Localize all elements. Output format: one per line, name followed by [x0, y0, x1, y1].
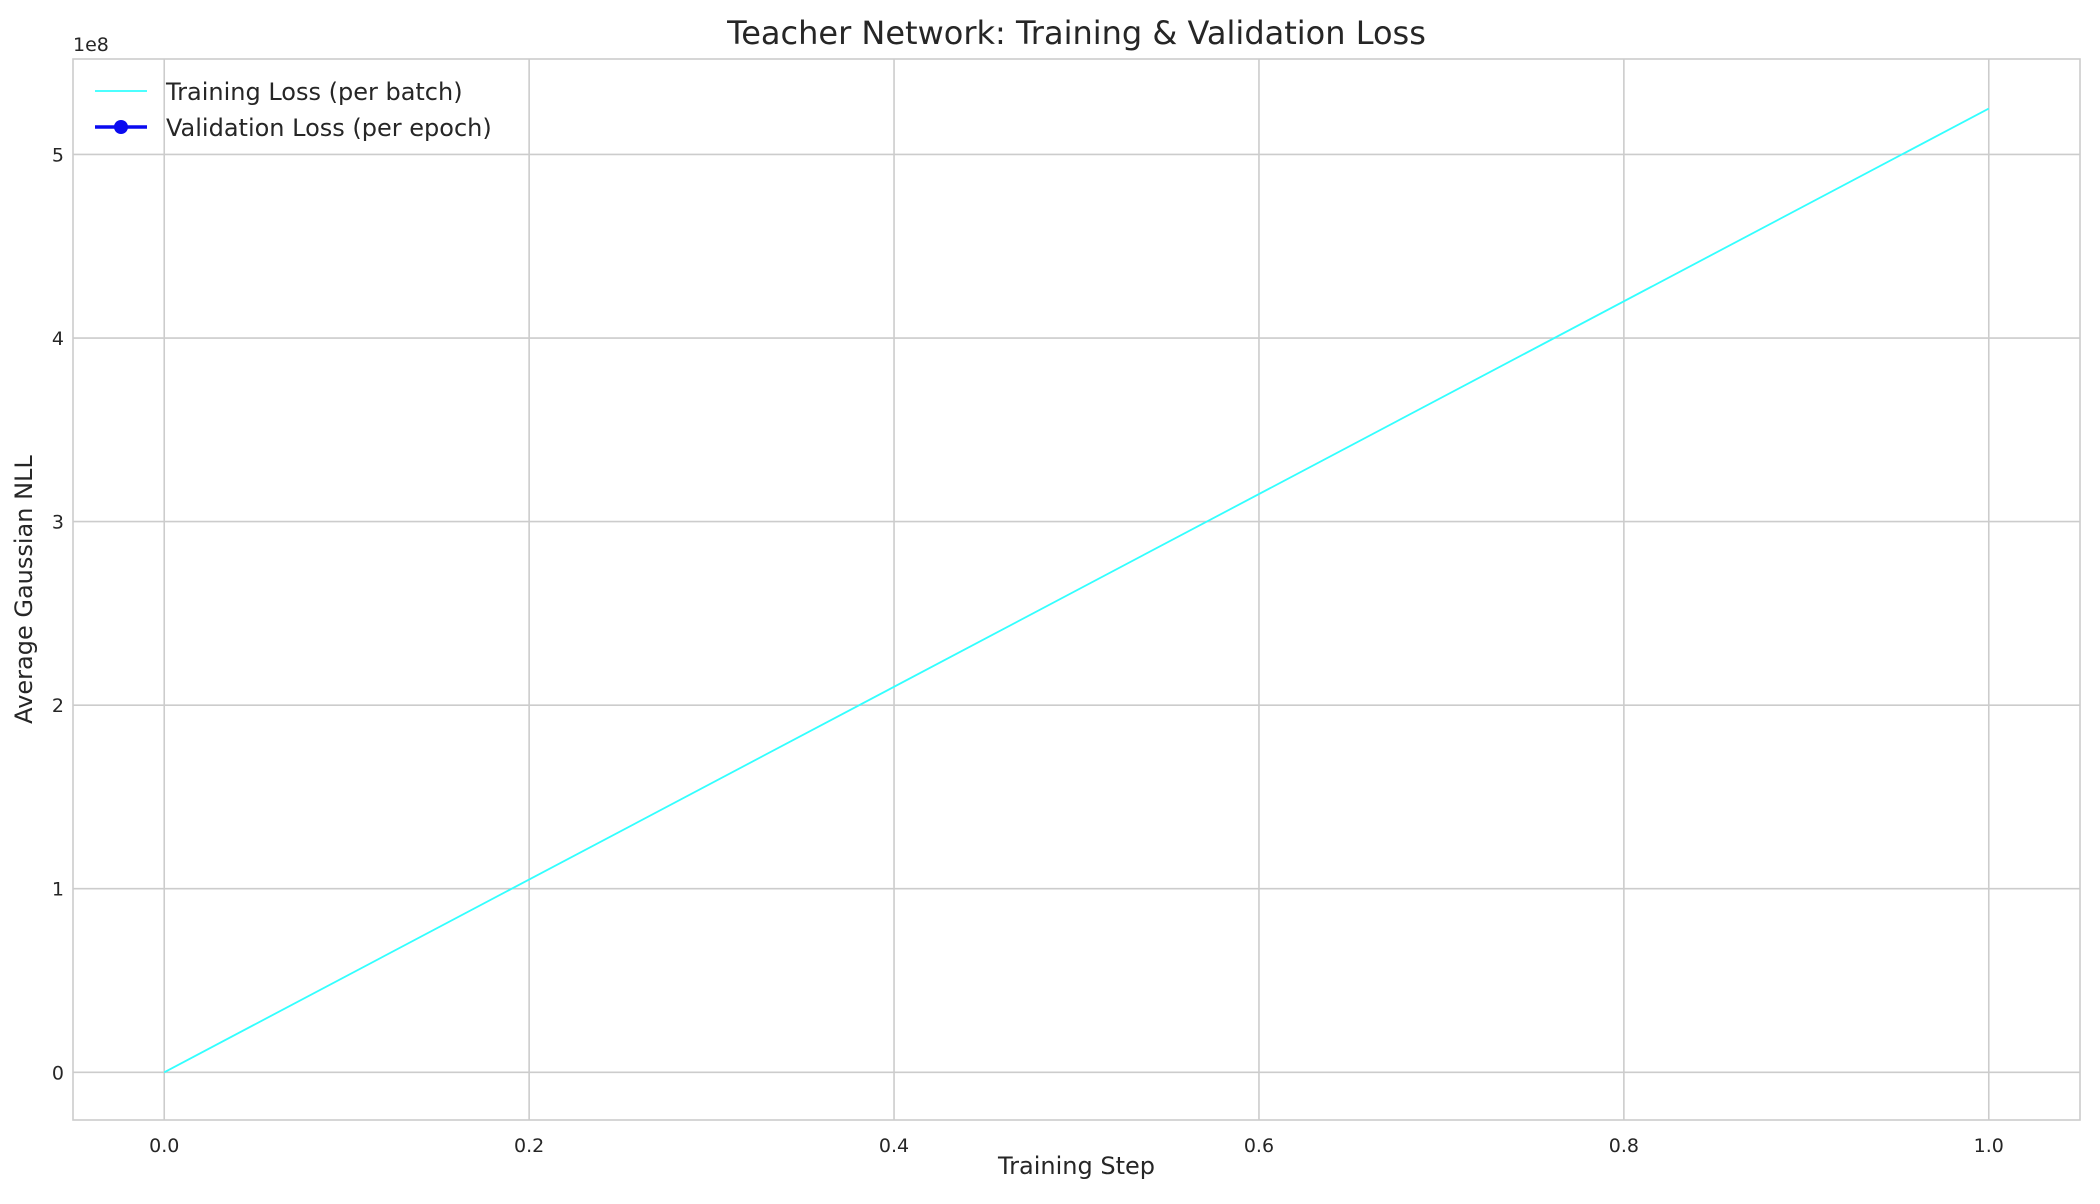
- y-tick-label: 0: [52, 1062, 64, 1084]
- series-line-1: [163, 107, 1990, 1074]
- y-axis-label: Average Gaussian NLL: [10, 455, 38, 724]
- x-axis-label: Training Step: [997, 1152, 1155, 1180]
- y-tick-label: 2: [52, 695, 64, 717]
- series-layer: [163, 107, 1990, 1074]
- tick-labels: 0.0 0.2 0.4 0.6 0.8 1.0 0 1 2 3 4 5: [52, 144, 2004, 1157]
- legend: Training Loss (per batch) Validation Loss…: [95, 78, 492, 142]
- chart-title: Teacher Network: Training & Validation L…: [726, 14, 1426, 52]
- x-tick-label: 1.0: [1974, 1135, 2004, 1157]
- y-offset-label: 1e8: [73, 34, 109, 56]
- y-tick-label: 4: [52, 328, 64, 350]
- legend-marker-2: [114, 120, 128, 134]
- y-tick-label: 3: [52, 512, 64, 534]
- x-tick-label: 0.8: [1609, 1135, 1639, 1157]
- x-tick-label: 0.4: [879, 1135, 909, 1157]
- plot-frame: [72, 58, 2081, 1121]
- legend-label-1: Training Loss (per batch): [165, 78, 463, 106]
- legend-label-2: Validation Loss (per epoch): [166, 114, 492, 142]
- grid: [73, 59, 2080, 1120]
- x-tick-label: 0.6: [1244, 1135, 1274, 1157]
- x-tick-label: 0.0: [149, 1135, 179, 1157]
- x-tick-label: 0.2: [514, 1135, 544, 1157]
- y-tick-label: 1: [52, 879, 64, 901]
- y-tick-label: 5: [52, 144, 64, 166]
